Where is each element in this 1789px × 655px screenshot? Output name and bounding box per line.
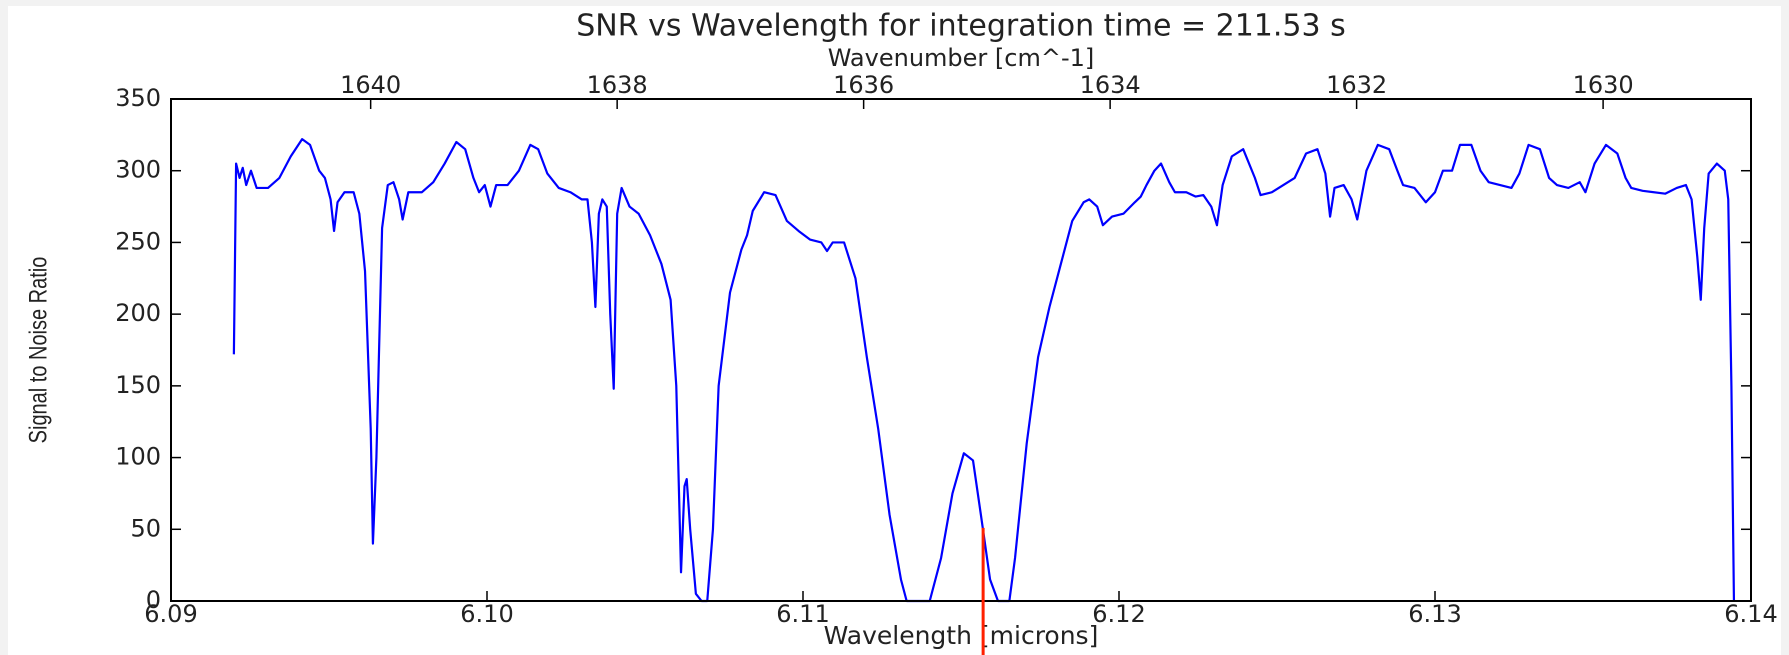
y-tick-label: 50	[130, 514, 161, 542]
x2-tick-label: 1630	[1573, 71, 1634, 99]
x-tick-label: 6.09	[144, 600, 197, 628]
x2-tick-label: 1638	[587, 71, 648, 99]
x-tick-label: 6.12	[1092, 600, 1145, 628]
x-tick-label: 6.11	[776, 600, 829, 628]
background	[8, 6, 1781, 655]
x-axis-label: Wavelength [microns]	[824, 621, 1099, 650]
plot-border	[170, 98, 1752, 602]
x-tick-label: 6.13	[1408, 600, 1461, 628]
y-tick-label: 100	[115, 443, 161, 471]
x2-tick-label: 1636	[833, 71, 894, 99]
y-tick-label: 300	[115, 156, 161, 184]
x2-tick-label: 1634	[1080, 71, 1141, 99]
y-tick-label: 350	[115, 84, 161, 112]
x-tick-label: 6.14	[1724, 600, 1777, 628]
x2-tick-label: 1632	[1326, 71, 1387, 99]
y-tick-label: 200	[115, 299, 161, 327]
y-tick-label: 250	[115, 227, 161, 255]
y-tick-label: 150	[115, 371, 161, 399]
chart-title: SNR vs Wavelength for integration time =…	[576, 9, 1346, 44]
y-axis-label: Signal to Noise Ratio	[25, 257, 53, 444]
x2-axis-label: Wavenumber [cm^-1]	[828, 44, 1095, 72]
x2-tick-label: 1640	[340, 71, 401, 99]
y-tick-label: 0	[146, 586, 161, 614]
x-tick-label: 6.10	[460, 600, 513, 628]
